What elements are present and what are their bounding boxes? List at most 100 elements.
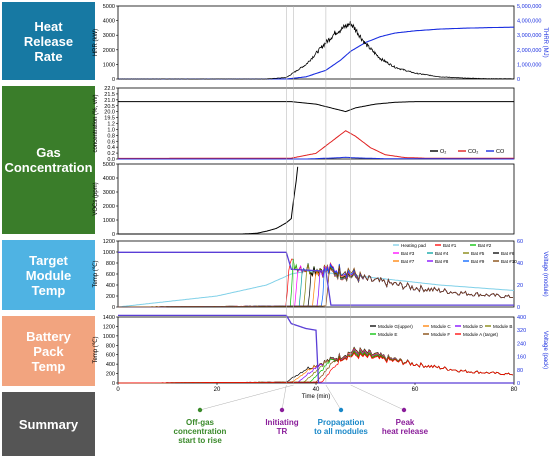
legend-label-module: Bat #1 [443, 243, 457, 248]
y-tick-label-gas: 20.0 [104, 110, 115, 116]
summary-connector [199, 384, 294, 411]
y-tick-label-hrr: 5000 [103, 4, 115, 10]
y2-axis-label-pack: Voltage (pack) [542, 331, 548, 369]
legend-label-gas: O₂ [440, 149, 446, 155]
plot-frame-voc [117, 163, 515, 235]
y-tick-label-module: 600 [106, 272, 115, 278]
legend-label-module: Bat #8 [435, 259, 449, 264]
module-temp-line [118, 348, 514, 384]
x-tick-label-pack: 40 [313, 387, 320, 393]
y-tick-label-voc: 5000 [103, 162, 115, 168]
y-tick-label-gas: 21.0 [104, 98, 115, 104]
y-tick-label-hrr: 0 [112, 77, 115, 83]
legend-label-module: Bat #7 [401, 259, 415, 264]
legend-label-pack: Module A (target) [463, 332, 498, 337]
y-tick-label-gas: 1.0 [107, 127, 115, 133]
row-label-summary: Summary [2, 392, 95, 456]
y-tick-label-gas: 1.2 [107, 122, 115, 128]
y-tick-label-voc: 3000 [103, 190, 115, 196]
y2-tick-label-pack: 0 [517, 381, 520, 387]
y2-tick-label-module: 20 [517, 283, 523, 289]
summary-propagation: Propagation to all modules [314, 418, 368, 436]
summary-connector [325, 384, 342, 411]
module-temp-line [118, 352, 514, 384]
plot-frame-gas [117, 87, 515, 160]
legend-label-module: Bat #9 [471, 259, 485, 264]
x-axis-label-pack: Time (min) [302, 394, 330, 400]
y2-tick-label-pack: 80 [517, 368, 523, 374]
y2-tick-label-module: 60 [517, 239, 523, 245]
legend-label-pack: Module D [463, 324, 483, 329]
y-axis-label-module: Temp (℃) [93, 260, 99, 287]
battery-temp-line [118, 258, 514, 308]
legend-label-pack: Module G(upper) [378, 324, 413, 329]
y-axis-label-pack: Temp (℃) [93, 336, 99, 363]
y-tick-label-hrr: 4000 [103, 19, 115, 25]
plot-frame-pack [117, 316, 515, 384]
x-tick-label-pack: 0 [116, 387, 120, 393]
summary-offgas: Off-gas concentration start to rise [173, 418, 227, 445]
voc-line [118, 166, 299, 235]
y-tick-label-gas: 20.5 [104, 104, 115, 110]
legend-label-module: Bat #3 [401, 251, 415, 256]
y-tick-label-hrr: 1000 [103, 62, 115, 68]
y-tick-label-voc: 4000 [103, 176, 115, 182]
summary-marker [401, 407, 407, 413]
legend-label-gas: CO [496, 149, 505, 155]
row-label-battery-pack-temp: Battery Pack Temp [2, 316, 95, 386]
y2-tick-label-pack: 160 [517, 355, 526, 361]
y2-tick-label-module: 0 [517, 305, 520, 311]
y-axis-label-gas: concentration (%, v/v) [93, 94, 99, 152]
y-tick-label-module: 1200 [103, 239, 115, 245]
legend-label-module: Bat #2 [478, 243, 492, 248]
co-line [118, 156, 514, 160]
y2-axis-label-module: Voltage (module) [542, 251, 548, 296]
battery-temp-line [118, 265, 514, 308]
legend-label-module: Bat #5 [471, 251, 485, 256]
legend-label-module: Bat #4 [435, 251, 449, 256]
y-tick-label-pack: 0 [112, 381, 115, 387]
pack-voltage-line [118, 314, 514, 384]
summary-marker [279, 407, 285, 413]
y-tick-label-module: 400 [106, 283, 115, 289]
row-label-heat-release-rate: Heat Release Rate [2, 2, 95, 80]
y-tick-label-pack: 1400 [103, 315, 115, 321]
y-tick-label-gas: 19.5 [104, 116, 115, 122]
summary-connector [281, 384, 287, 411]
y2-tick-label-hrr: 2,000,000 [517, 48, 541, 54]
y-tick-label-module: 800 [106, 261, 115, 267]
y-tick-label-module: 0 [112, 305, 115, 311]
y-tick-label-gas: 0.2 [107, 151, 115, 157]
y-tick-label-pack: 200 [106, 372, 115, 378]
y2-tick-label-module: 40 [517, 261, 523, 267]
x-tick-label-pack: 80 [511, 387, 518, 393]
y-tick-label-voc: 2000 [103, 204, 115, 210]
y-tick-label-pack: 400 [106, 362, 115, 368]
o2-line [118, 101, 514, 113]
y2-axis-label-hrr: THRR (MJ) [542, 27, 548, 57]
module-voltage-line [118, 251, 514, 306]
summary-peak-heat: Peak heat release [381, 418, 429, 436]
y-tick-label-module: 1000 [103, 250, 115, 256]
y-tick-label-gas: 21.5 [104, 92, 115, 98]
y-tick-label-voc: 0 [112, 232, 115, 238]
summary-connector [350, 384, 405, 411]
legend-label-module: Bat #10 [501, 259, 517, 264]
plot-frame-hrr [117, 5, 515, 80]
y2-tick-label-pack: 320 [517, 328, 526, 334]
y-tick-label-module: 200 [106, 294, 115, 300]
hrr-line [118, 21, 514, 80]
y2-tick-label-pack: 400 [517, 315, 526, 321]
y-tick-label-pack: 1200 [103, 324, 115, 330]
heating-pad-line [117, 270, 515, 308]
battery-temp-line [118, 258, 514, 308]
summary-initiating-tr: Initiating TR [265, 418, 299, 436]
x-tick-label-pack: 20 [214, 387, 221, 393]
legend-label-pack: Module F [431, 332, 450, 337]
y-axis-label-voc: VOCs (ppm) [93, 182, 99, 215]
module-temp-line [118, 347, 514, 384]
y-tick-label-pack: 1000 [103, 334, 115, 340]
legend-label-pack: Module C [431, 324, 451, 329]
y-tick-label-hrr: 3000 [103, 33, 115, 39]
